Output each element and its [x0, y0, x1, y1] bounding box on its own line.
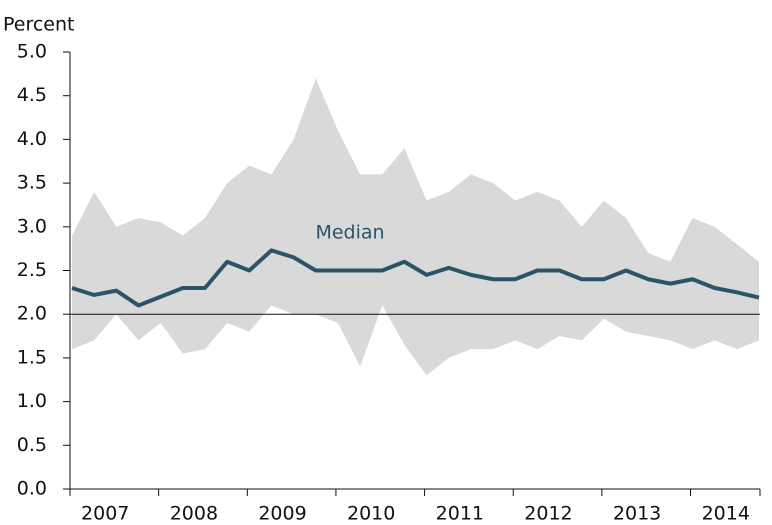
x-tick-label: 2007: [81, 503, 129, 525]
y-tick-label: 4.0: [17, 128, 47, 150]
y-tick-label: 2.0: [17, 303, 47, 325]
x-tick-label: 2014: [702, 503, 750, 525]
y-tick-label: 0.0: [17, 478, 47, 500]
y-tick-label: 2.5: [17, 259, 47, 281]
median-annotation: Median: [315, 222, 384, 244]
y-tick-label: 1.5: [17, 346, 47, 368]
y-axis-label: Percent: [3, 14, 75, 36]
y-tick-label: 3.0: [17, 215, 47, 237]
y-tick-label: 4.5: [17, 84, 47, 106]
x-tick-label: 2013: [613, 503, 661, 525]
y-tick-label: 0.5: [17, 434, 47, 456]
y-tick-label: 1.0: [17, 390, 47, 412]
x-tick-label: 2010: [347, 503, 395, 525]
x-tick-label: 2012: [524, 503, 572, 525]
x-tick-label: 2011: [436, 503, 484, 525]
y-tick-label: 5.0: [17, 41, 47, 63]
x-tick-label: 2009: [258, 503, 306, 525]
range-band: [72, 78, 759, 376]
x-tick-label: 2008: [170, 503, 218, 525]
median-line: [71, 248, 760, 308]
y-tick-label: 3.5: [17, 172, 47, 194]
